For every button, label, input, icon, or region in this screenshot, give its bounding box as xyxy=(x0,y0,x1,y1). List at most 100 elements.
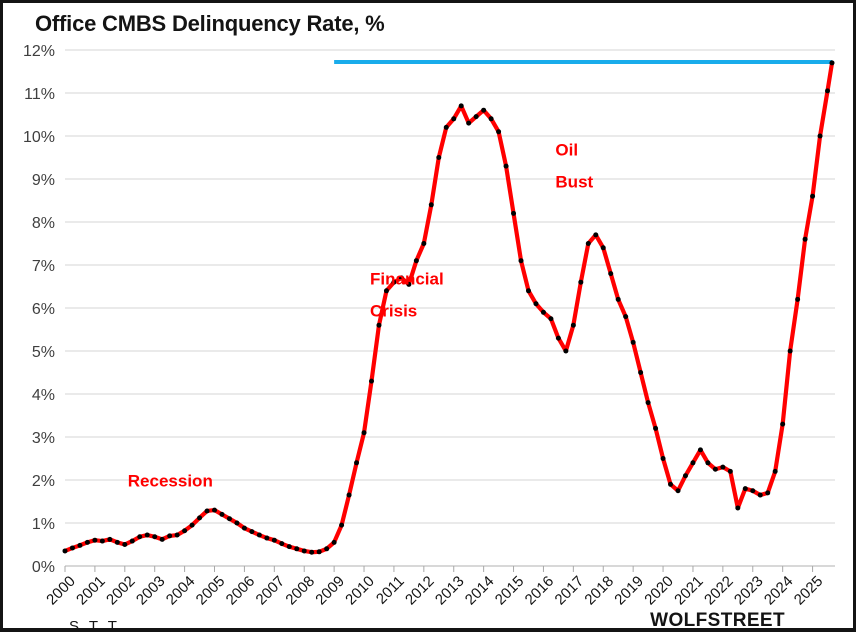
data-point-marker xyxy=(578,279,584,285)
y-axis-tick-label: 0% xyxy=(32,559,55,576)
x-axis-tick-labels: 2000200120022003200420052006200720082009… xyxy=(43,566,826,608)
data-point-marker xyxy=(496,129,502,135)
data-point-marker xyxy=(787,348,793,354)
data-point-marker xyxy=(204,508,210,514)
x-axis-tick-label: 2002 xyxy=(103,573,139,609)
y-axis-tick-label: 5% xyxy=(32,344,55,361)
data-point-marker xyxy=(391,279,397,285)
x-axis-tick-label: 2005 xyxy=(193,573,229,609)
x-axis-tick-label: 2006 xyxy=(223,573,259,609)
data-point-marker xyxy=(682,473,688,479)
data-point-marker xyxy=(720,464,726,470)
data-point-marker xyxy=(316,549,322,555)
data-point-marker xyxy=(570,322,576,328)
data-point-marker xyxy=(615,296,621,302)
data-point-marker xyxy=(421,241,427,246)
data-point-marker xyxy=(226,516,232,522)
data-point-marker xyxy=(765,490,771,496)
data-point-marker xyxy=(339,522,345,528)
data-point-marker xyxy=(114,539,120,545)
data-point-marker xyxy=(742,486,748,492)
data-point-marker xyxy=(152,534,158,540)
x-axis-tick-label: 2017 xyxy=(552,573,588,609)
data-point-marker xyxy=(369,378,374,384)
x-axis-tick-label: 2010 xyxy=(342,573,378,609)
financial-crisis-label-line2: Crisis xyxy=(370,302,417,321)
data-point-marker xyxy=(436,155,442,160)
x-axis-tick-label: 2003 xyxy=(133,573,169,609)
data-point-marker xyxy=(264,535,270,541)
x-axis-tick-label: 2023 xyxy=(731,573,767,609)
data-point-marker xyxy=(645,400,651,406)
data-point-marker xyxy=(77,542,83,548)
x-axis-tick-label: 2008 xyxy=(282,573,318,609)
data-point-marker xyxy=(99,538,105,544)
data-point-marker xyxy=(92,537,98,543)
x-axis-tick-label: 2013 xyxy=(432,573,468,609)
data-point-marker xyxy=(526,288,531,294)
x-axis-tick-label: 2012 xyxy=(402,573,438,609)
x-axis-tick-label: 2000 xyxy=(43,573,79,609)
data-point-marker xyxy=(212,507,218,513)
data-point-marker xyxy=(294,546,300,552)
data-point-marker xyxy=(555,335,561,341)
x-axis-tick-label: 2024 xyxy=(761,573,797,609)
data-point-marker xyxy=(780,421,786,427)
data-point-marker xyxy=(428,202,434,208)
data-point-marker xyxy=(817,133,823,139)
data-point-marker xyxy=(668,481,674,487)
x-axis-tick-label: 2022 xyxy=(701,573,737,609)
data-point-marker xyxy=(122,542,128,547)
data-point-marker xyxy=(540,309,546,315)
data-point-marker xyxy=(137,534,143,540)
data-point-marker xyxy=(466,120,472,126)
recession-label: Recession xyxy=(128,471,213,490)
chart-plot-area: 12%11%10%9%8%7%6%5%4%3%2%1%0% 2000200120… xyxy=(23,43,835,608)
data-point-marker xyxy=(660,456,666,461)
data-point-marker xyxy=(197,515,203,521)
data-point-marker xyxy=(608,271,614,277)
data-point-marker xyxy=(234,520,240,526)
data-point-marker xyxy=(324,546,330,552)
data-point-marker xyxy=(503,163,509,169)
data-point-marker xyxy=(712,466,718,472)
data-point-marker xyxy=(518,258,524,264)
secondary-watermark: S T T xyxy=(69,618,120,632)
data-point-marker xyxy=(548,316,554,322)
data-point-marker xyxy=(810,193,816,199)
y-axis-tick-label: 9% xyxy=(32,172,55,189)
data-point-marker xyxy=(69,545,75,551)
data-point-marker xyxy=(563,348,569,354)
y-axis-tick-label: 6% xyxy=(32,301,55,318)
x-axis-tick-label: 2001 xyxy=(73,573,109,609)
financial-crisis-label-line1: Financial xyxy=(370,269,444,288)
oil-bust-label-line2: Bust xyxy=(555,173,593,192)
data-point-marker xyxy=(271,537,277,543)
x-axis-tick-label: 2021 xyxy=(671,573,707,609)
x-axis-tick-label: 2011 xyxy=(373,573,408,608)
data-point-marker xyxy=(690,460,696,466)
y-axis-tick-label: 4% xyxy=(32,387,55,404)
data-point-marker xyxy=(249,529,255,535)
x-axis-tick-label: 2004 xyxy=(163,573,199,609)
data-point-marker xyxy=(802,236,808,242)
data-point-marker xyxy=(174,532,180,538)
data-point-marker xyxy=(772,468,778,474)
y-axis-tick-label: 12% xyxy=(23,43,55,60)
y-axis-tick-labels: 12% 11% 10% 9% 8% 7% 6% 5% 4% 3% 2% 1% 0% xyxy=(23,43,55,576)
data-point-marker xyxy=(301,548,307,554)
y-axis-tick-label: 10% xyxy=(23,129,55,146)
data-point-marker xyxy=(727,468,733,474)
data-point-marker xyxy=(256,532,262,538)
chart-title: Office CMBS Delinquency Rate, % xyxy=(35,11,385,36)
oil-bust-label-line1: Oil xyxy=(555,140,578,159)
data-point-markers xyxy=(62,60,835,555)
data-point-marker xyxy=(406,281,412,287)
data-point-marker xyxy=(488,116,494,122)
data-point-marker xyxy=(398,275,404,281)
data-point-marker xyxy=(638,370,644,375)
data-point-marker xyxy=(750,488,756,494)
data-point-marker xyxy=(167,533,173,539)
y-axis-tick-label: 7% xyxy=(32,258,55,275)
